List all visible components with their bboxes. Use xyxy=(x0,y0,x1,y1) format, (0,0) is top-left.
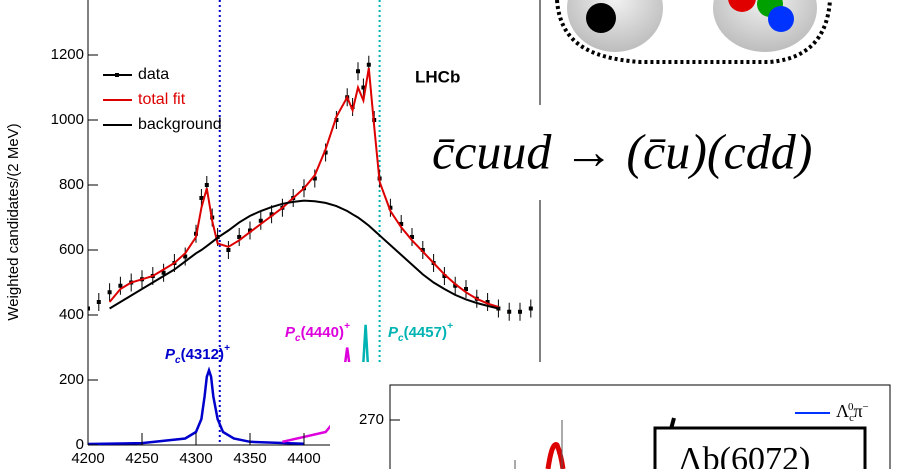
main-chart: Weighted candidates/(2 MeV) LHCb 0 200 400… xyxy=(5,0,541,467)
dotted-outline xyxy=(555,0,832,64)
data-point xyxy=(226,248,231,252)
data-point xyxy=(366,62,371,67)
y-axis-label: Weighted candidates/(2 MeV) xyxy=(5,123,22,320)
component-label: Pc(4440)+ xyxy=(285,321,350,344)
data-point xyxy=(199,196,204,200)
y-tick-label: 200 xyxy=(59,371,84,388)
equation-box: c̄cuud → (c̄u)(cdd) xyxy=(428,105,923,200)
data-point xyxy=(96,300,101,304)
y-tick-label: 1000 xyxy=(51,111,84,128)
y-tick-label: 400 xyxy=(59,306,84,323)
y-tick-label: 1200 xyxy=(51,46,84,63)
x-tick-label: 4250 xyxy=(125,450,158,467)
data-point xyxy=(237,235,242,239)
data-point xyxy=(453,283,458,288)
experiment-label: LHCb xyxy=(415,67,460,86)
data-point xyxy=(334,118,339,122)
data-point xyxy=(518,309,522,314)
inset-y-tick-label: 270 xyxy=(359,411,384,428)
data-point xyxy=(528,306,533,311)
x-tick-label: 4350 xyxy=(233,450,266,467)
data-point xyxy=(399,222,404,226)
component-label: Pc(4457)+ xyxy=(388,321,453,344)
data-point xyxy=(269,212,274,217)
y-tick-label: 600 xyxy=(59,241,84,258)
quark xyxy=(768,6,794,32)
data-point xyxy=(464,287,468,291)
data-point xyxy=(420,248,425,252)
x-tick-label: 4400 xyxy=(287,450,320,467)
data-point xyxy=(248,228,252,233)
quark xyxy=(586,3,616,33)
data-point xyxy=(361,85,366,90)
legend-marker xyxy=(115,73,119,77)
legend-label: background xyxy=(138,116,222,133)
meson-blob xyxy=(567,0,663,52)
state-label: Λb(6072) xyxy=(678,441,810,469)
y-tick-label: 800 xyxy=(59,176,84,193)
data-point xyxy=(388,205,393,210)
data-point xyxy=(410,235,414,239)
fit-curve xyxy=(109,199,499,310)
data-point xyxy=(107,290,112,295)
x-tick-label: 4200 xyxy=(71,450,104,467)
quark-diagram xyxy=(555,0,832,64)
data-point xyxy=(356,69,360,74)
y-tick-label: 0 xyxy=(76,436,84,453)
data-point xyxy=(442,274,447,278)
inset-chart: 270 Λc0π− Λb(6072) xyxy=(332,362,923,469)
data-point xyxy=(323,150,328,155)
label-box xyxy=(653,426,867,469)
data-point xyxy=(312,176,317,181)
legend-label: total fit xyxy=(138,91,186,108)
data-point xyxy=(118,283,123,288)
data-point xyxy=(258,218,263,223)
equation: c̄cuud → (c̄u)(cdd) xyxy=(432,123,812,179)
component-label: Pc(4312)+ xyxy=(165,343,230,366)
data-point xyxy=(161,270,166,275)
quark xyxy=(728,0,756,12)
data-point xyxy=(183,254,188,259)
fit-curve xyxy=(108,67,499,308)
x-tick-label: 4300 xyxy=(179,450,212,467)
data-point xyxy=(88,306,90,311)
legend-label: data xyxy=(138,66,169,83)
data-point xyxy=(485,300,490,304)
component-curve xyxy=(88,366,305,446)
data-point xyxy=(507,309,512,314)
equation-backdrop xyxy=(428,105,923,200)
data-point xyxy=(204,183,209,187)
inset-legend-label: Λc0π− xyxy=(836,401,869,424)
